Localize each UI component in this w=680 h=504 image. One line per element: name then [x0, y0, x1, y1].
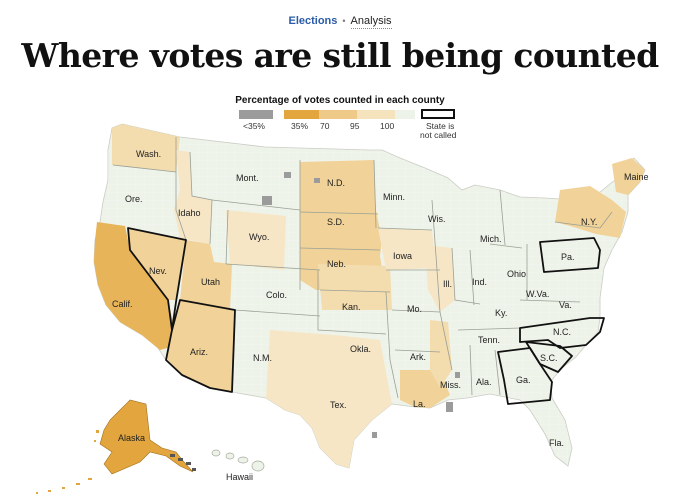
state-label-wyo: Wyo. — [249, 232, 269, 242]
hawaii-shape — [211, 449, 265, 472]
state-label-tenn: Tenn. — [478, 335, 500, 345]
state-label-iowa: Iowa — [393, 251, 412, 261]
region-arizona — [166, 300, 235, 392]
legend-swatch-under35 — [239, 110, 273, 119]
state-label-nev: Nev. — [149, 266, 167, 276]
state-label-nc: N.C. — [553, 327, 571, 337]
state-label-calif: Calif. — [112, 299, 133, 309]
state-label-alaska: Alaska — [118, 433, 145, 443]
state-label-maine: Maine — [624, 172, 649, 182]
state-label-nm: N.M. — [253, 353, 272, 363]
state-label-ga: Ga. — [516, 375, 531, 385]
state-label-wis: Wis. — [428, 214, 446, 224]
region-delta — [430, 320, 452, 388]
legend-swatch-100 — [395, 110, 415, 119]
state-label-utah: Utah — [201, 277, 220, 287]
state-label-tex: Tex. — [330, 400, 347, 410]
state-borders — [112, 137, 613, 399]
legend-label-not-called-1: State is — [426, 121, 455, 131]
state-label-neb: Neb. — [327, 259, 346, 269]
region-maine — [612, 158, 645, 195]
region-kansas — [318, 264, 392, 310]
region-utah — [180, 240, 232, 310]
subsection-link[interactable]: Analysis — [350, 15, 392, 29]
shaded-counties — [94, 124, 645, 468]
region-plains — [300, 160, 386, 292]
state-label-miss: Miss. — [440, 380, 461, 390]
state-label-minn: Minn. — [383, 192, 405, 202]
state-label-ny: N.Y. — [581, 217, 597, 227]
state-label-colo: Colo. — [266, 290, 287, 300]
legend-swatch-35-70 — [284, 110, 319, 119]
region-nevada — [128, 228, 186, 300]
alaska-islands — [36, 430, 99, 494]
legend-label-95: 95 — [350, 121, 360, 131]
region-texas — [266, 330, 392, 468]
state-label-fla: Fla. — [549, 438, 564, 448]
state-label-pa: Pa. — [561, 252, 575, 262]
kicker: Elections • Analysis — [0, 15, 680, 29]
state-label-ala: Ala. — [476, 377, 492, 387]
state-label-mich: Mich. — [480, 234, 502, 244]
state-label-va: Va. — [559, 300, 572, 310]
gray-counties — [262, 172, 460, 438]
state-labels: Wash. Ore. Calif. Nev. Idaho Mont. Wyo. … — [112, 149, 649, 482]
legend-label-70: 70 — [320, 121, 330, 131]
state-label-ariz: Ariz. — [190, 347, 208, 357]
state-label-la: La. — [413, 399, 426, 409]
legend-title: Percentage of votes counted in each coun… — [235, 95, 445, 106]
state-label-okla: Okla. — [350, 344, 371, 354]
region-idaho — [174, 150, 212, 244]
state-label-sc: S.C. — [540, 353, 558, 363]
legend-label-not-called-2: not called — [420, 130, 457, 140]
section-link[interactable]: Elections — [288, 15, 338, 27]
region-west-coast — [94, 222, 178, 350]
legend-swatch-70-95 — [319, 110, 357, 119]
outline-north-carolina — [519, 317, 605, 349]
legend-label-under35: <35% — [243, 121, 265, 131]
legend-label-100: 100 — [380, 121, 395, 131]
state-label-hawaii: Hawaii — [226, 472, 253, 482]
page-title: Where votes are still being counted — [21, 36, 659, 75]
state-label-sd: S.D. — [327, 217, 345, 227]
region-wyo — [226, 210, 286, 270]
region-iowa — [378, 228, 436, 270]
state-label-ind: Ind. — [472, 277, 487, 287]
not-called-outlines — [127, 227, 605, 405]
state-label-ark: Ark. — [410, 352, 426, 362]
outline-georgia — [497, 347, 553, 405]
legend-swatch-95-100 — [357, 110, 395, 119]
state-label-wva: W.Va. — [526, 289, 549, 299]
state-label-nd: N.D. — [327, 178, 345, 188]
state-label-mo: Mo. — [407, 304, 422, 314]
region-newyork — [555, 186, 626, 238]
legend-label-35: 35% — [291, 121, 309, 131]
state-label-wash: Wash. — [136, 149, 161, 159]
outline-pennsylvania — [539, 237, 601, 273]
state-label-ky: Ky. — [495, 308, 507, 318]
state-label-ill: Ill. — [443, 279, 452, 289]
state-label-mont: Mont. — [236, 173, 259, 183]
state-label-ore: Ore. — [125, 194, 143, 204]
kicker-separator: • — [342, 16, 346, 26]
state-label-kan: Kan. — [342, 302, 361, 312]
state-label-ohio: Ohio — [507, 269, 526, 279]
alaska-panhandle — [170, 454, 196, 471]
legend-swatch-not-called — [421, 109, 455, 119]
region-wash — [112, 124, 180, 172]
outline-arizona — [165, 299, 236, 393]
state-label-idaho: Idaho — [178, 208, 201, 218]
alaska-shape — [99, 399, 194, 475]
